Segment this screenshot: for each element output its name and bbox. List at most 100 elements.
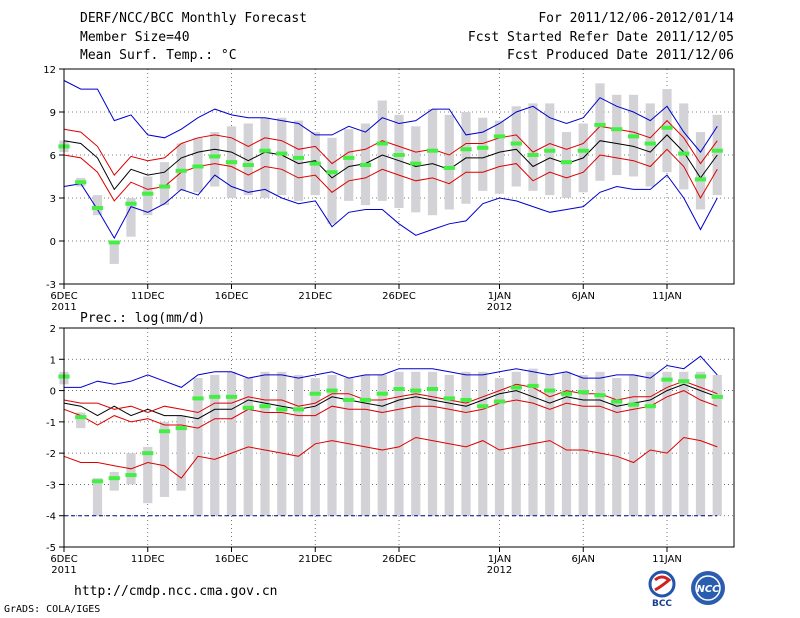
- fcst-produced-date: Fcst Produced Date 2011/12/06: [507, 48, 734, 63]
- source-url[interactable]: http://cmdp.ncc.cma.gov.cn: [74, 584, 278, 599]
- ensemble-box: [176, 143, 186, 191]
- outer_upper-line: [63, 80, 718, 153]
- median-marker: [460, 397, 472, 402]
- median-marker: [644, 404, 656, 409]
- median-marker: [376, 391, 388, 396]
- median-marker: [661, 377, 673, 382]
- ensemble-box: [645, 371, 655, 516]
- y-tick-label: 9: [50, 108, 56, 119]
- ensemble-box: [360, 374, 371, 516]
- median-marker: [142, 191, 154, 196]
- ensemble-box: [411, 126, 421, 213]
- ensemble-box: [159, 162, 170, 206]
- x-tick-label: 11JAN: [652, 554, 682, 565]
- x-tick-label: 6DEC: [50, 554, 77, 565]
- x-tick-label: 6DEC: [50, 291, 77, 302]
- ensemble-box: [210, 132, 220, 187]
- median-marker: [560, 160, 573, 165]
- median-marker: [611, 399, 623, 404]
- y-tick-label: 12: [43, 65, 56, 76]
- median-marker: [678, 379, 690, 384]
- ensemble-box: [712, 374, 722, 516]
- median-marker: [477, 404, 489, 409]
- x-tick-label: 11JAN: [652, 291, 682, 302]
- median-marker: [627, 134, 640, 139]
- median-marker: [560, 391, 573, 396]
- median-marker: [309, 391, 321, 396]
- ensemble-box: [695, 371, 706, 516]
- chart-title: DERF/NCC/BCC Monthly Forecast: [80, 11, 307, 26]
- x-tick-label: 16DEC: [215, 554, 249, 565]
- median-marker: [694, 374, 707, 379]
- median-marker: [175, 426, 187, 431]
- inner_lower-line: [63, 390, 718, 429]
- ensemble-box: [679, 371, 689, 516]
- y-tick-label: -3: [46, 480, 56, 491]
- median-marker: [393, 387, 405, 392]
- median-marker: [711, 148, 723, 153]
- ncc-logo: NCC: [688, 568, 728, 608]
- median-marker: [393, 153, 405, 157]
- ensemble-box: [159, 421, 170, 497]
- y-tick-label: 1: [50, 355, 56, 366]
- outer_upper-line: [64, 355, 718, 388]
- median-marker: [276, 151, 288, 156]
- member-size-label: Member Size=40: [80, 30, 190, 45]
- mean-line: [63, 383, 718, 420]
- y-tick-label: -3: [46, 280, 56, 291]
- ensemble-box: [176, 415, 186, 491]
- ensemble-box: [377, 100, 387, 201]
- fcst-started-date: Fcst Started Refer Date 2011/12/05: [467, 30, 734, 45]
- median-marker: [326, 388, 338, 393]
- median-marker: [343, 155, 355, 160]
- ensemble-box: [461, 371, 471, 516]
- ensemble-box: [327, 137, 337, 224]
- median-marker: [292, 155, 305, 160]
- ensemble-box: [243, 123, 253, 196]
- median-marker: [125, 473, 137, 478]
- median-marker: [510, 141, 522, 146]
- median-marker: [711, 394, 723, 399]
- ensemble-box: [478, 117, 488, 191]
- ensemble-box: [210, 374, 220, 516]
- median-marker: [594, 122, 606, 127]
- mean-line: [63, 134, 718, 191]
- y-tick-label: 0: [50, 237, 56, 248]
- ensemble-box: [193, 378, 203, 516]
- ensemble-box: [394, 114, 404, 209]
- ensemble-box: [76, 412, 86, 429]
- bcc-logo-text: BCC: [652, 599, 672, 608]
- x-tick-label: 1JAN: [488, 291, 511, 302]
- median-marker: [644, 141, 656, 146]
- median-marker: [75, 415, 87, 420]
- median-marker: [493, 399, 506, 404]
- median-marker: [276, 407, 288, 412]
- inner_far_lower-line: [63, 436, 718, 479]
- ensemble-box: [511, 371, 521, 516]
- x-tick-label: 11DEC: [131, 554, 165, 565]
- ensemble-box: [427, 109, 438, 216]
- ensemble-box: [260, 117, 270, 198]
- x-tick-year-label: 2012: [487, 565, 512, 576]
- x-tick-label: 21DEC: [298, 291, 332, 302]
- x-tick-label: 1JAN: [488, 554, 511, 565]
- median-marker: [460, 147, 472, 152]
- median-marker: [108, 476, 120, 481]
- median-marker: [577, 148, 589, 153]
- ensemble-box: [561, 371, 572, 516]
- median-marker: [426, 148, 439, 153]
- y-tick-label: -1: [46, 418, 56, 429]
- ensemble-box: [109, 241, 119, 264]
- ensemble-box: [411, 371, 421, 516]
- median-marker: [309, 161, 321, 166]
- median-marker: [544, 148, 556, 153]
- ensemble-box: [310, 378, 320, 516]
- y-tick-label: -2: [46, 449, 56, 460]
- median-marker: [661, 125, 673, 130]
- x-tick-label: 16DEC: [215, 291, 249, 302]
- x-tick-label: 11DEC: [131, 291, 165, 302]
- ensemble-box: [494, 120, 505, 194]
